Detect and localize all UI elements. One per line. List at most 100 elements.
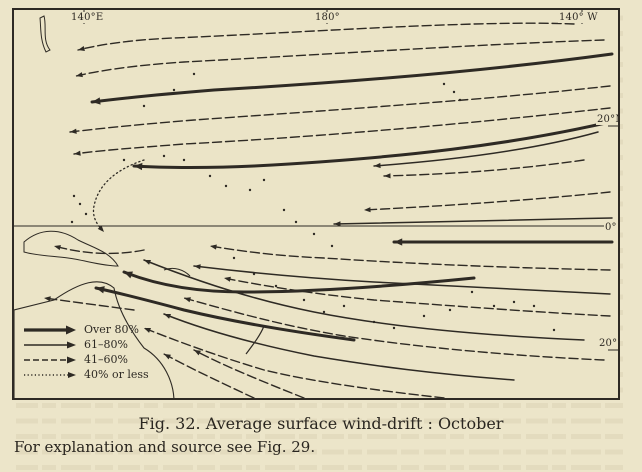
wind-drift-streamline <box>122 270 476 294</box>
island-dot <box>142 104 146 108</box>
wind-drift-streamline <box>143 259 585 341</box>
legend-swatch-thick <box>24 325 76 334</box>
legend-swatch-dashed <box>24 356 76 363</box>
australia-outline <box>14 281 175 398</box>
legend-swatch-dotted <box>24 371 76 378</box>
island-dot <box>252 272 256 276</box>
legend-item-41-60: 41–60% <box>22 352 172 367</box>
island-dot <box>312 232 316 236</box>
island-dot <box>422 314 426 318</box>
wind-drift-streamline <box>333 217 613 225</box>
wind-drift-arrowhead <box>97 225 104 232</box>
island-dot <box>302 298 306 302</box>
island-dot <box>72 194 76 198</box>
wind-drift-arrowhead <box>54 245 61 251</box>
wind-drift-arrowhead <box>374 162 381 169</box>
wind-drift-arrowhead <box>78 45 85 52</box>
island-dot <box>224 184 228 188</box>
wind-drift-arrowhead <box>164 313 171 319</box>
wind-drift-arrowhead <box>334 221 341 227</box>
wind-drift-arrowhead <box>92 97 101 105</box>
wind-drift-arrowhead <box>164 354 171 360</box>
lat-label-20s: 20°S <box>598 338 618 349</box>
figure-caption: Fig. 32. Average surface wind-drift : Oc… <box>138 414 504 433</box>
island-dot <box>70 220 74 224</box>
wind-drift-arrowhead <box>224 276 231 282</box>
legend-label: 41–60% <box>84 353 128 366</box>
legend-label: 61–80% <box>84 338 128 351</box>
island-dot <box>162 154 166 158</box>
wind-drift-streamline <box>163 313 515 381</box>
lat-label-20n: 20°N <box>596 114 618 125</box>
island-dot <box>532 304 536 308</box>
wind-drift-streamline <box>73 107 611 155</box>
figure-note: For explanation and source see Fig. 29. <box>14 438 316 456</box>
island-dot <box>78 202 82 206</box>
island-dot <box>84 212 88 216</box>
wind-drift-arrowhead <box>210 244 217 250</box>
island-dot <box>122 158 126 162</box>
wind-drift-arrowhead <box>74 150 81 156</box>
wind-drift-streamline <box>69 85 611 133</box>
wind-drift-streamline <box>163 353 255 398</box>
wind-drift-streamline <box>383 159 585 177</box>
legend-item-61-80: 61–80% <box>22 337 172 352</box>
wind-drift-streamline <box>90 52 614 104</box>
new-caledonia-outline <box>245 325 265 355</box>
island-dot <box>208 174 212 178</box>
wind-drift-arrowhead <box>384 173 391 179</box>
wind-drift-streamline <box>193 265 611 295</box>
island-dot <box>182 158 186 162</box>
wind-drift-arrowhead <box>96 286 105 294</box>
wind-drift-streamline <box>53 245 145 255</box>
island-dot <box>192 72 196 76</box>
wind-drift-streamline <box>183 297 605 361</box>
legend-label: Over 80% <box>84 323 139 336</box>
new-guinea-outline <box>23 230 119 267</box>
island-dot <box>248 188 252 192</box>
wind-drift-arrowhead <box>134 162 143 171</box>
wind-drift-streamline <box>94 286 356 342</box>
map-canvas <box>14 10 618 398</box>
island-dot <box>492 304 496 308</box>
wind-drift-map: 140°E 180° 140° W 20°N 0° 20°S Over 80% … <box>12 8 620 400</box>
wind-drift-streamline <box>223 277 611 317</box>
legend-swatch-solid <box>24 341 76 348</box>
legend: Over 80% 61–80% 41–60% 40% or less <box>22 322 172 382</box>
island-dot <box>274 284 278 288</box>
wind-drift-arrowhead <box>194 264 201 270</box>
island-dot <box>232 256 236 260</box>
legend-label: 40% or less <box>84 368 149 381</box>
lat-label-0: 0° <box>604 222 618 233</box>
wind-drift-arrowhead <box>394 238 403 246</box>
japan-outline <box>39 15 51 53</box>
wind-drift-arrowhead <box>44 296 51 302</box>
lon-label-140e: 140°E <box>70 12 105 23</box>
legend-item-40-or-less: 40% or less <box>22 367 172 382</box>
lon-label-140w: 140° W <box>558 12 599 23</box>
island-dot <box>448 308 452 312</box>
wind-drift-arrowhead <box>144 327 151 333</box>
wind-drift-streamline <box>193 349 305 398</box>
wind-drift-arrowhead <box>364 207 371 213</box>
wind-drift-arrowhead <box>124 271 133 279</box>
island-dot <box>262 178 266 182</box>
island-dot <box>470 290 474 294</box>
wind-drift-streamline <box>363 191 611 211</box>
wind-drift-streamline <box>77 22 575 51</box>
wind-drift-streamline <box>92 159 145 233</box>
island-dot <box>512 300 516 304</box>
island-dot <box>330 244 334 248</box>
island-dot <box>282 208 286 212</box>
island-dot <box>452 90 456 94</box>
island-dot <box>294 220 298 224</box>
wind-drift-arrowhead <box>70 128 77 134</box>
wind-drift-arrowhead <box>76 72 83 78</box>
wind-drift-streamline <box>132 120 612 169</box>
island-dot <box>322 310 326 314</box>
wind-drift-streamline <box>373 131 599 167</box>
lon-label-180: 180° <box>314 12 341 23</box>
wind-drift-arrowhead <box>194 350 201 356</box>
wind-drift-streamline <box>75 39 605 77</box>
wind-drift-arrowhead <box>184 297 191 303</box>
